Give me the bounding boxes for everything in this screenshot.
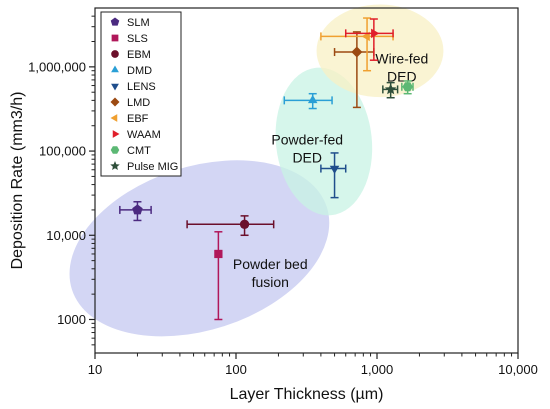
region-label-1: Powder-fed DED: [271, 131, 343, 165]
y-tick-label: 1,000,000: [28, 59, 86, 74]
series-dmd: [283, 92, 333, 110]
series-slm: [119, 201, 152, 222]
marker-shape: [402, 82, 413, 92]
legend-marker-ebm: [111, 50, 119, 58]
marker-shape: [351, 46, 363, 58]
legend-label-dmd: DMD: [127, 65, 152, 77]
region-label-line: fusion: [252, 274, 289, 290]
series-waam: [344, 18, 394, 61]
series-sls: [214, 231, 223, 321]
marker-shape: [111, 83, 119, 91]
data-point-pulse-mig: [384, 83, 397, 95]
y-axis-title: Deposition Rate (mm3/h): [9, 92, 26, 270]
marker-shape: [110, 17, 120, 26]
regions-layer: Powder bed fusion Powder-fed DED Wire-fed DED: [69, 4, 444, 337]
marker-shape: [384, 83, 397, 95]
legend-label-lmd: LMD: [127, 97, 150, 109]
marker-shape: [132, 204, 143, 215]
marker-shape: [239, 219, 250, 229]
series-cmt: [401, 80, 414, 95]
legend-label-lens: LENS: [127, 81, 156, 93]
legend-marker-pulse-mig: [110, 161, 120, 170]
marker-shape: [329, 165, 340, 175]
region-label-line: Powder bed: [233, 256, 308, 272]
legend-marker-sls: [111, 34, 119, 42]
x-tick-label: 1,000: [361, 362, 394, 377]
y-tick-label: 100,000: [39, 144, 86, 159]
series-pulse-mig: [382, 81, 399, 99]
region-ellipse-1: [275, 67, 373, 216]
data-point-slm: [132, 204, 143, 215]
region-label-line: Powder-fed: [271, 131, 343, 147]
series-ebm: [186, 215, 275, 237]
marker-shape: [111, 34, 119, 42]
legend-marker-ebf: [110, 114, 118, 122]
region-label-line: Wire-fed: [375, 50, 428, 66]
marker-shape: [111, 65, 119, 73]
region-ellipse-2: [316, 4, 444, 98]
data-point-ebm: [239, 219, 250, 229]
legend-label-sls: SLS: [127, 33, 148, 45]
series-lens: [320, 152, 347, 199]
region-label-line: DED: [292, 149, 322, 165]
marker-shape: [110, 97, 120, 107]
marker-shape: [110, 161, 120, 170]
data-point-cmt: [402, 82, 413, 92]
legend: SLM SLS EBM DMD LENS LMD EBF WAAM CMT Pulse MIG: [100, 11, 182, 177]
data-point-lmd: [351, 46, 363, 58]
legend-marker-slm: [110, 17, 120, 26]
data-point-waam: [371, 28, 380, 39]
x-tick-label: 100: [225, 362, 247, 377]
legend-label-slm: SLM: [127, 17, 150, 29]
legend-marker-waam: [112, 130, 120, 138]
legend-marker-dmd: [111, 65, 119, 73]
legend-marker-lmd: [110, 97, 120, 107]
legend-marker-cmt: [110, 146, 120, 154]
series-lmd: [333, 31, 375, 109]
legend-label-ebm: EBM: [127, 49, 151, 61]
plot-frame: [94, 7, 519, 354]
data-point-lens: [329, 165, 340, 175]
marker-shape: [307, 94, 318, 104]
marker-shape: [112, 130, 120, 138]
x-axis-title: Layer Thickness (µm): [230, 386, 384, 403]
legend-label-cmt: CMT: [127, 145, 151, 157]
region-ellipse-0: [69, 160, 330, 337]
points-layer: [119, 17, 414, 321]
marker-shape: [214, 249, 223, 259]
x-tick-label: 10: [88, 362, 102, 377]
region-label-0: Powder bed fusion: [233, 256, 308, 290]
legend-label-pulse-mig: Pulse MIG: [127, 161, 178, 173]
marker-shape: [371, 28, 380, 39]
y-tick-label: 10,000: [46, 228, 86, 243]
legend-label-ebf: EBF: [127, 113, 149, 125]
legend-marker-lens: [111, 83, 119, 91]
marker-shape: [110, 146, 120, 154]
marker-shape: [110, 114, 118, 122]
x-tick-label: 10,000: [498, 362, 538, 377]
data-point-sls: [214, 249, 223, 259]
y-tick-label: 1000: [57, 312, 86, 327]
marker-shape: [111, 50, 119, 58]
legend-label-waam: WAAM: [127, 129, 161, 141]
data-point-dmd: [307, 94, 318, 104]
